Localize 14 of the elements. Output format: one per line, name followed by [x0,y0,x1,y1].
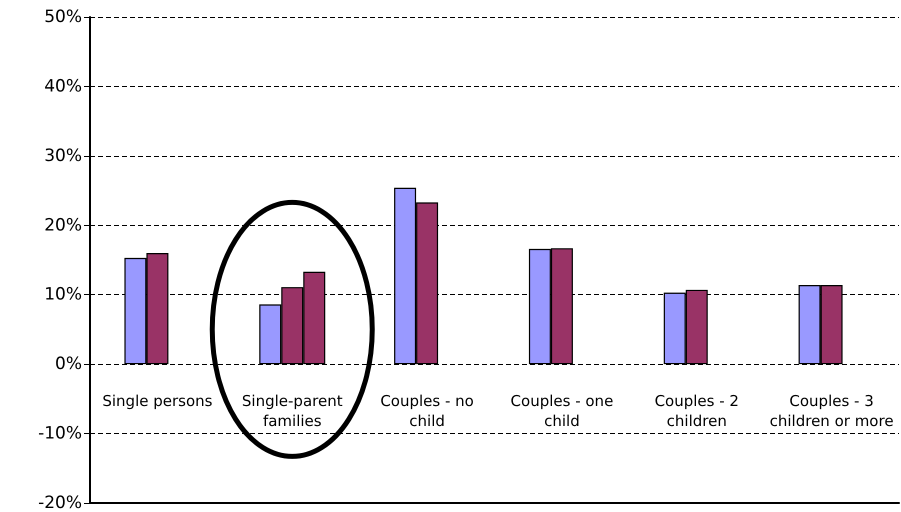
y-tick-label: 10% [44,284,82,305]
y-tick-label: -20% [38,493,82,512]
x-tick-label: Couples - 2 children [654,392,739,430]
x-tick-label: Couples - one child [510,392,614,430]
y-tick-label: 40% [44,76,82,96]
x-tick-label: Single persons [102,392,213,410]
x-tick-label: Couples - no child [380,392,474,430]
y-tick-label: -10% [38,424,82,444]
y-tick-label: 20% [44,215,82,236]
x-tick-label: Couples - 3 children or more [770,392,894,430]
y-tick-label: 50% [44,7,82,27]
y-tick-label: 30% [44,146,82,166]
x-tick-label: Single-parent families [242,392,343,430]
y-tick-label: 0% [55,354,82,374]
